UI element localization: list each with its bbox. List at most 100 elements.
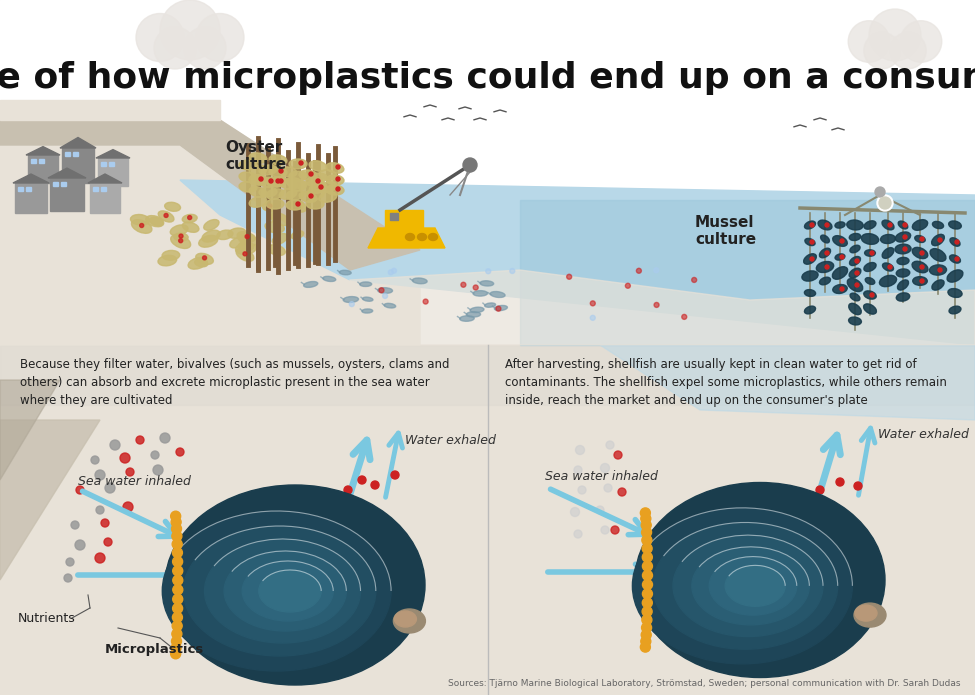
Circle shape (864, 33, 900, 69)
Circle shape (625, 284, 631, 288)
Bar (39, 159, 44, 163)
Circle shape (875, 187, 885, 197)
Ellipse shape (466, 311, 481, 317)
Ellipse shape (913, 220, 927, 230)
Ellipse shape (242, 561, 333, 621)
Bar (0, 345, 975, 405)
Circle shape (319, 185, 323, 189)
Circle shape (392, 268, 397, 273)
Polygon shape (0, 0, 975, 345)
Circle shape (173, 594, 182, 604)
Circle shape (855, 283, 859, 287)
Circle shape (75, 540, 85, 550)
Circle shape (382, 293, 388, 298)
Ellipse shape (249, 165, 267, 175)
Circle shape (575, 445, 584, 455)
Ellipse shape (833, 284, 847, 293)
Ellipse shape (362, 309, 372, 313)
Ellipse shape (289, 159, 307, 169)
Ellipse shape (897, 257, 909, 265)
Circle shape (172, 629, 182, 639)
Bar (385, 210, 423, 228)
Circle shape (920, 279, 924, 283)
Ellipse shape (239, 242, 254, 250)
Circle shape (172, 524, 181, 534)
Ellipse shape (309, 173, 327, 183)
Circle shape (903, 223, 907, 227)
Bar (53, 182, 58, 186)
Ellipse shape (269, 167, 287, 177)
Ellipse shape (835, 254, 845, 260)
Circle shape (172, 636, 181, 646)
Ellipse shape (930, 249, 946, 261)
Ellipse shape (485, 303, 495, 307)
Circle shape (120, 453, 130, 463)
Circle shape (95, 553, 105, 563)
Ellipse shape (237, 231, 257, 246)
Circle shape (618, 488, 626, 496)
Bar (101, 162, 106, 166)
Circle shape (105, 483, 115, 493)
Ellipse shape (250, 187, 267, 197)
Circle shape (920, 251, 924, 255)
Text: Nutrients: Nutrients (18, 612, 76, 625)
Circle shape (642, 535, 652, 545)
Circle shape (574, 530, 582, 538)
Circle shape (316, 179, 320, 183)
Circle shape (606, 441, 614, 449)
Circle shape (643, 553, 652, 562)
Ellipse shape (165, 202, 180, 211)
Bar (28, 155, 58, 183)
Circle shape (642, 520, 651, 530)
Circle shape (836, 478, 844, 486)
Ellipse shape (182, 214, 197, 223)
Ellipse shape (250, 197, 267, 207)
Circle shape (642, 630, 651, 640)
Ellipse shape (266, 189, 284, 199)
Ellipse shape (309, 183, 327, 193)
Ellipse shape (865, 277, 875, 284)
Ellipse shape (259, 187, 277, 197)
Ellipse shape (174, 233, 188, 241)
Circle shape (126, 468, 134, 476)
Bar (15, 183, 47, 213)
Circle shape (641, 508, 650, 518)
Circle shape (825, 223, 829, 227)
Circle shape (810, 257, 814, 261)
Ellipse shape (412, 278, 427, 284)
Polygon shape (600, 345, 975, 420)
Ellipse shape (258, 570, 321, 612)
Ellipse shape (239, 182, 257, 192)
Circle shape (903, 247, 907, 251)
Ellipse shape (950, 255, 960, 263)
Ellipse shape (269, 211, 281, 220)
Ellipse shape (913, 277, 927, 286)
Ellipse shape (816, 261, 834, 272)
Ellipse shape (494, 305, 507, 311)
Ellipse shape (393, 609, 425, 633)
Bar (50, 178, 84, 211)
Circle shape (601, 526, 609, 534)
Circle shape (486, 269, 490, 274)
Circle shape (691, 277, 697, 282)
Circle shape (171, 643, 181, 653)
Circle shape (336, 187, 340, 191)
Circle shape (139, 224, 143, 227)
Circle shape (173, 603, 182, 614)
Ellipse shape (224, 551, 346, 631)
Circle shape (243, 252, 247, 256)
Circle shape (955, 257, 959, 261)
Circle shape (173, 575, 182, 585)
Polygon shape (96, 149, 130, 158)
Ellipse shape (292, 231, 303, 239)
Circle shape (611, 526, 619, 534)
Circle shape (279, 169, 283, 173)
Ellipse shape (363, 297, 373, 301)
Ellipse shape (864, 263, 877, 272)
Circle shape (855, 259, 859, 263)
Circle shape (920, 237, 924, 241)
Circle shape (203, 256, 207, 260)
Circle shape (596, 506, 604, 514)
Ellipse shape (805, 238, 815, 245)
Bar (98, 158, 128, 186)
